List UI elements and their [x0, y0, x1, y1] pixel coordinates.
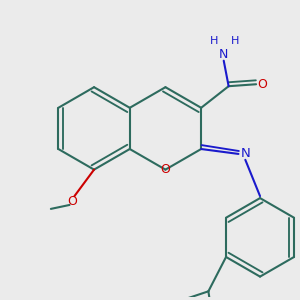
Text: O: O — [68, 194, 77, 208]
Text: H: H — [231, 36, 240, 46]
Text: O: O — [257, 78, 267, 91]
Text: N: N — [219, 48, 228, 61]
Text: N: N — [240, 147, 250, 161]
Text: O: O — [160, 163, 170, 176]
Text: H: H — [210, 36, 218, 46]
